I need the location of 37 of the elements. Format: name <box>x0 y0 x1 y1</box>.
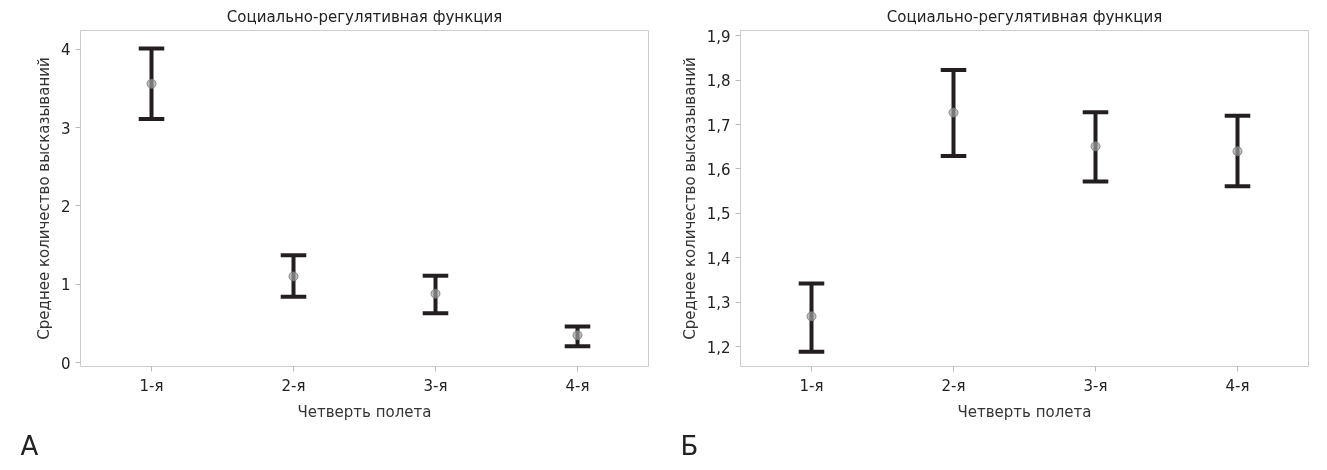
y-tick-label: 1,7 <box>706 116 731 135</box>
text: Б <box>680 430 699 461</box>
point <box>146 78 157 89</box>
point <box>806 311 817 322</box>
y-tick-label: 0 <box>60 354 71 373</box>
y-tick-label: 1,9 <box>706 27 731 46</box>
x-axis-title: Четверть полета <box>957 402 1092 421</box>
chart-title: Социально-регулятивная функция <box>886 7 1163 26</box>
point <box>948 107 959 118</box>
y-axis-title: Среднее количество высказываний <box>34 57 53 340</box>
y-tick-label: 1,5 <box>706 205 731 224</box>
x-tick-label: 2-я <box>281 376 306 395</box>
point <box>288 271 299 282</box>
y-tick-label: 1,2 <box>706 338 731 357</box>
x-tick-label: 4-я <box>565 376 590 395</box>
y-axis-title: Среднее количество высказываний <box>680 57 699 340</box>
y-tick-label: 1,6 <box>706 160 731 179</box>
x-tick-label: 4-я <box>1225 376 1250 395</box>
chart-title: Социально-регулятивная функция <box>226 7 503 26</box>
y-tick-label: 1,3 <box>706 294 731 313</box>
x-axis-title: Четверть полета <box>297 402 432 421</box>
point <box>572 330 583 341</box>
point <box>1232 146 1243 157</box>
y-tick-label: 1 <box>60 276 71 295</box>
x-tick-label: 3-я <box>423 376 448 395</box>
y-tick-label: 2 <box>60 197 71 216</box>
y-tick-label: 3 <box>60 119 71 138</box>
x-tick-label: 3-я <box>1083 376 1108 395</box>
y-tick-label: 4 <box>60 41 71 60</box>
y-tick-label: 1,4 <box>706 249 731 268</box>
x-tick-label: 2-я <box>941 376 966 395</box>
text: А <box>20 430 39 461</box>
point <box>430 288 441 299</box>
x-tick-label: 1-я <box>139 376 164 395</box>
x-tick-label: 1-я <box>799 376 824 395</box>
y-tick-label: 1,8 <box>706 72 731 91</box>
point <box>1090 141 1101 152</box>
